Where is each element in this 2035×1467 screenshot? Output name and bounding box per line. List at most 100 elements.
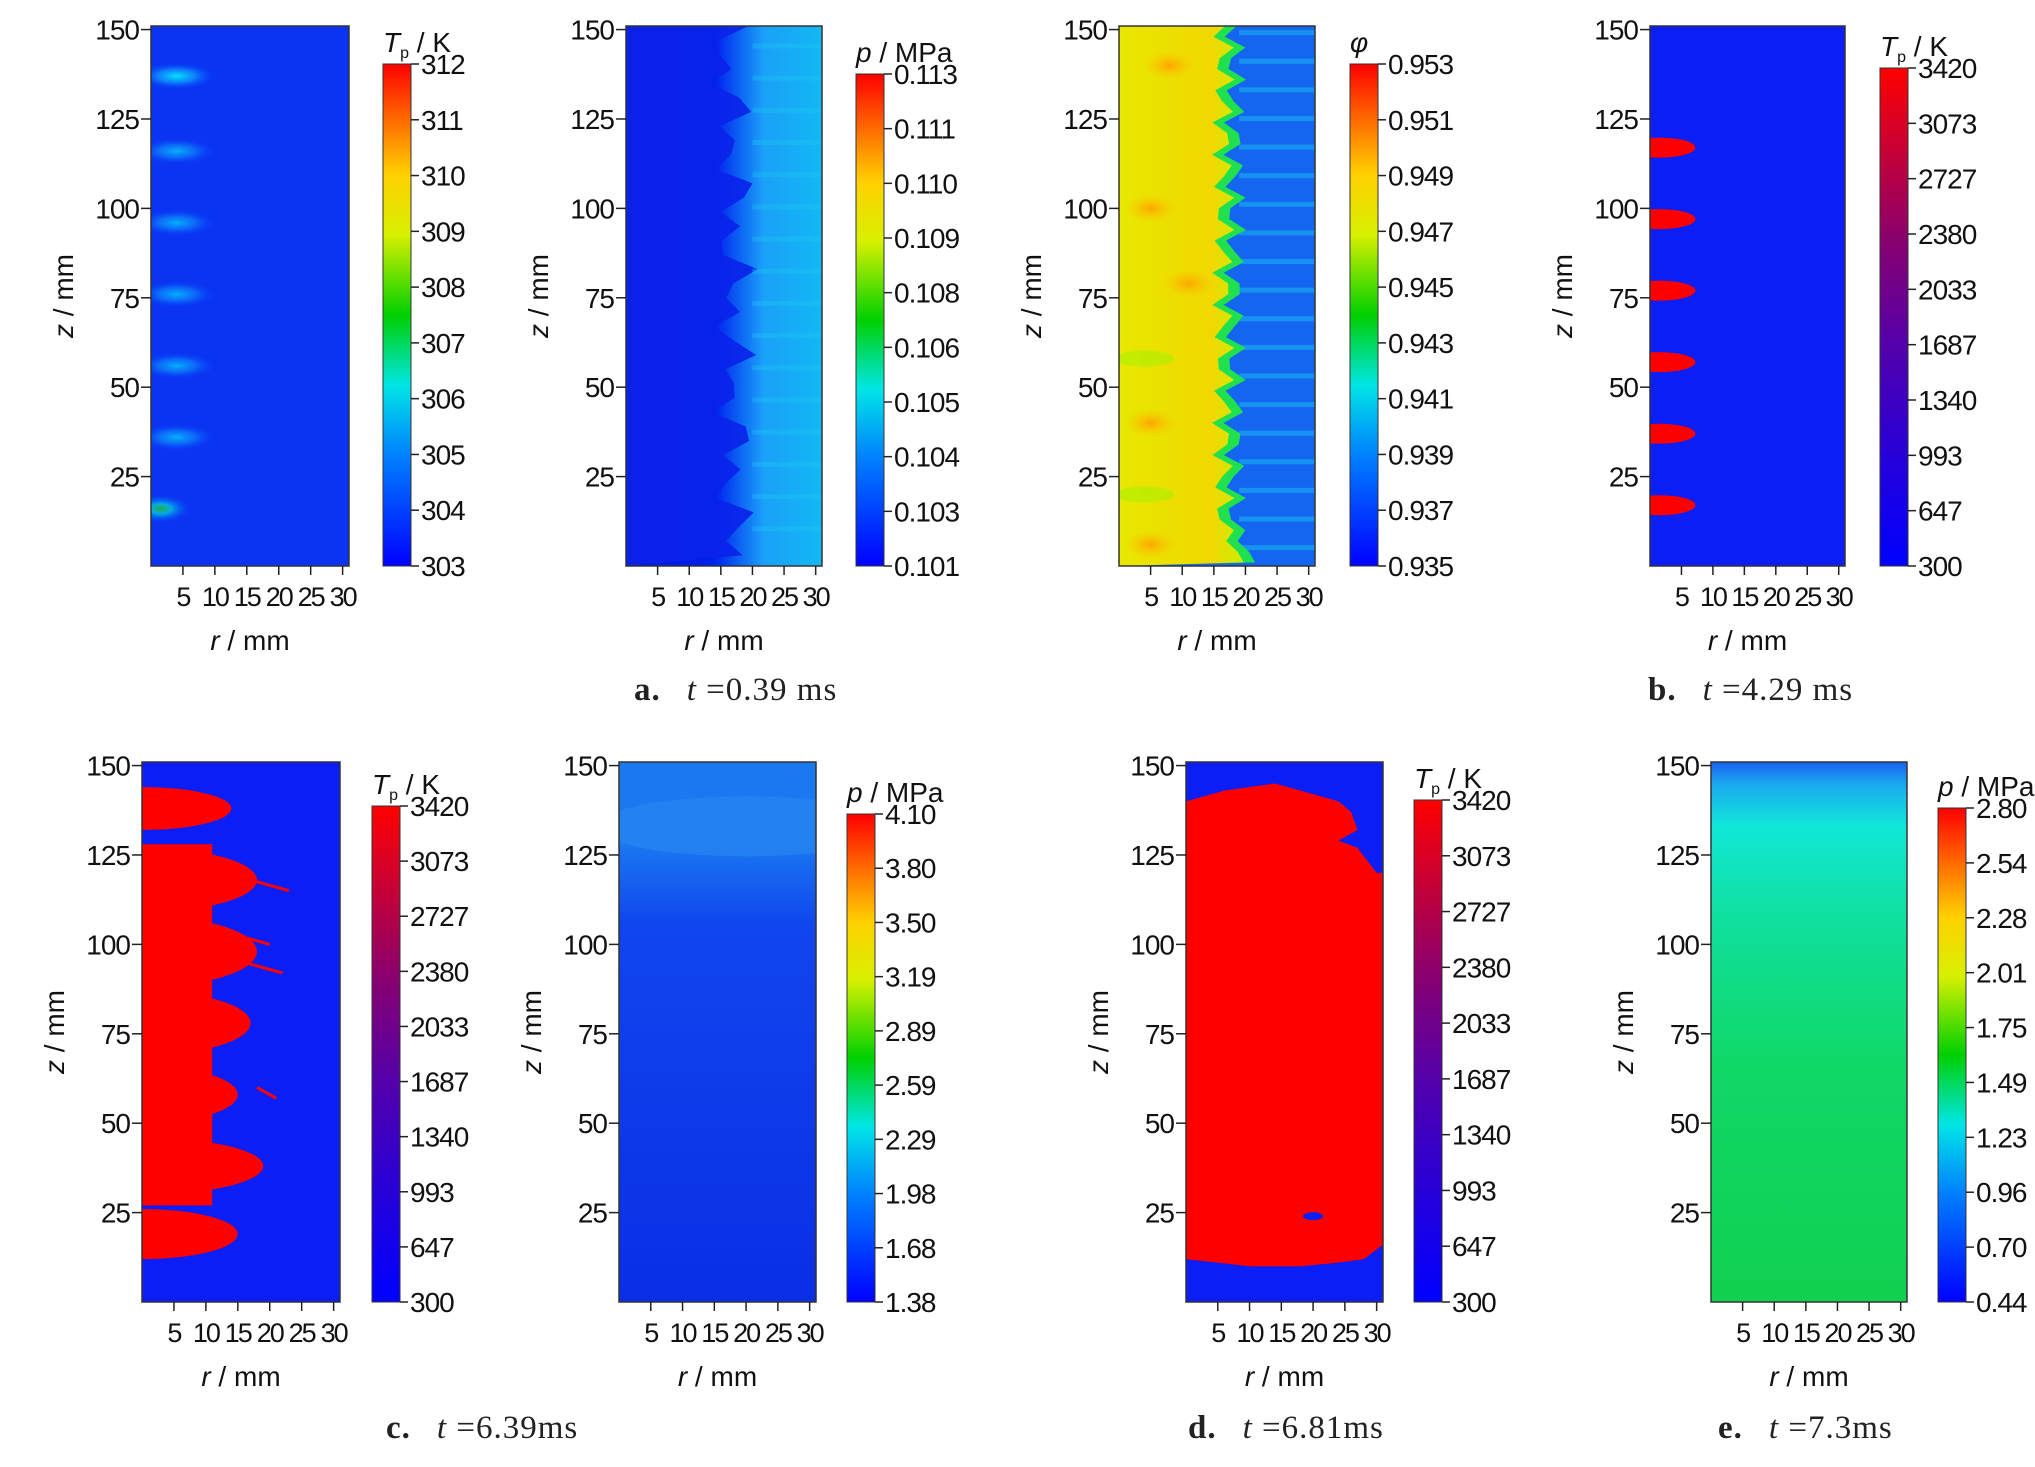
colorbar-tick-label: 2380 (410, 956, 469, 987)
wave-streak (752, 494, 822, 500)
colorbar-tick-label: 0.951 (1388, 105, 1453, 136)
y-axis-label: z / mm (1547, 254, 1578, 339)
x-tick-label: 20 (1232, 582, 1259, 612)
y-axis-label: z / mm (523, 254, 554, 339)
colorbar-tick-label: 2.59 (885, 1070, 936, 1101)
caption-e-time-value: =7.3ms (1779, 1410, 1893, 1446)
y-tick-label: 50 (1078, 372, 1108, 403)
x-axis-var: r (1769, 1361, 1780, 1392)
x-tick-label: 15 (701, 1318, 728, 1348)
colorbar-title-sub: p (1897, 49, 1906, 66)
x-tick-label: 30 (1888, 1318, 1915, 1348)
x-tick-label: 10 (1700, 582, 1727, 612)
wave-streak (752, 107, 822, 113)
heatmap-field-3 (1119, 26, 1315, 566)
x-tick-label: 20 (1824, 1318, 1851, 1348)
y-tick-label: 25 (1609, 462, 1639, 493)
x-axis-unit: / mm (687, 1361, 757, 1392)
colorbar-tick-label: 2.01 (1976, 958, 2027, 989)
plot-frame (1649, 25, 1846, 567)
caption-b-time-var: t (1702, 672, 1713, 708)
colorbar-title: p / MPa (855, 37, 953, 68)
colorbar-tick-label: 300 (410, 1287, 454, 1318)
y-tick-label: 25 (1145, 1198, 1175, 1229)
y-tick-label: 75 (578, 1019, 608, 1050)
y-tick-label: 25 (585, 462, 615, 493)
colorbar-tick-label: 1.38 (885, 1287, 936, 1318)
colorbar-tick-label: 0.109 (894, 223, 959, 254)
y-axis-var: z (39, 1060, 70, 1075)
plot-frame (618, 761, 817, 1303)
field-background (1711, 762, 1907, 1302)
x-tick-label: 5 (1211, 1318, 1225, 1348)
colorbar-tick-label: 306 (421, 384, 465, 415)
colorbar-tick-label: 0.104 (894, 442, 959, 473)
x-tick-label: 30 (803, 582, 830, 612)
x-tick-label: 5 (176, 582, 190, 612)
colorbar-tick-label: 2.80 (1976, 793, 2027, 824)
wave-streak (1239, 58, 1315, 64)
colorbar-gradient (1349, 63, 1379, 567)
colorbar-tick-label: 993 (410, 1177, 454, 1208)
wave-streak (1239, 173, 1315, 179)
hotspot (151, 138, 215, 165)
wave-streak (752, 429, 822, 435)
plot-frame (1185, 761, 1384, 1303)
flame-streak (250, 878, 290, 893)
colorbar-tick-label: 311 (421, 105, 463, 136)
y-tick-label: 100 (563, 929, 607, 960)
colorbar-tick-label: 2380 (1918, 219, 1977, 250)
y-tick-label: 75 (1670, 1019, 1700, 1050)
y-tick-label: 125 (1594, 104, 1638, 135)
y-axis-unit: / mm (1083, 990, 1114, 1060)
colorbar-tick-label: 2727 (1452, 897, 1511, 928)
ignition-kernel (1650, 495, 1696, 516)
colorbar-tick-label: 303 (421, 551, 465, 582)
colorbar-title-var: φ (1350, 27, 1368, 58)
colorbar-title-unit: / MPa (872, 37, 953, 68)
wave-streak (1239, 316, 1315, 322)
x-axis-unit: / mm (1717, 625, 1787, 656)
colorbar-tick-label: 312 (421, 49, 465, 80)
wave-streak (1239, 30, 1315, 36)
colorbar-4: 3420 3073 2727 2380 2033 1687 1340 993 647 300 Tp … (1879, 31, 1978, 582)
y-tick-label: 150 (563, 751, 607, 782)
y-tick-label: 100 (570, 193, 614, 224)
colorbar-title: p / MPa (1937, 771, 2035, 802)
colorbar-tick-label: 2.29 (885, 1124, 936, 1155)
y-axis-var: z (1083, 1060, 1114, 1075)
colorbar-title-unit: / MPa (1954, 771, 2035, 802)
x-tick-label: 30 (1826, 582, 1853, 612)
colorbar-title: Tp / K (1880, 31, 1948, 66)
caption-d-time-value: =6.81ms (1252, 1410, 1384, 1446)
colorbar-tick-label: 0.70 (1976, 1232, 2027, 1263)
x-tick-label: 5 (1736, 1318, 1750, 1348)
x-axis-label: r / mm (1245, 1361, 1324, 1392)
x-tick-label: 10 (676, 582, 703, 612)
plot-frame (625, 25, 823, 567)
colorbar-tick-label: 0.939 (1388, 439, 1453, 470)
colorbar-title: Tp / K (1414, 763, 1482, 798)
x-tick-label: 10 (1761, 1318, 1788, 1348)
y-tick-label: 75 (585, 283, 615, 314)
wave-streak (1239, 144, 1315, 150)
x-tick-label: 25 (298, 582, 325, 612)
plot-frame (1710, 761, 1908, 1303)
colorbar-tick-label: 0.103 (894, 496, 959, 527)
hotspot (151, 63, 215, 90)
wave-streak (752, 397, 822, 403)
colorbar-title-unit: / MPa (863, 777, 944, 808)
colorbar-title: Tp / K (383, 27, 451, 62)
colorbar-tick-label: 1340 (1918, 385, 1977, 416)
y-tick-label: 125 (86, 840, 130, 871)
y-tick-label: 150 (570, 15, 614, 46)
y-axis-unit: / mm (1608, 990, 1639, 1060)
y-tick-label: 125 (570, 104, 614, 135)
y-axis-label: z / mm (1608, 990, 1639, 1075)
colorbar-tick-label: 0.953 (1388, 49, 1453, 80)
wave-streak (752, 140, 822, 146)
